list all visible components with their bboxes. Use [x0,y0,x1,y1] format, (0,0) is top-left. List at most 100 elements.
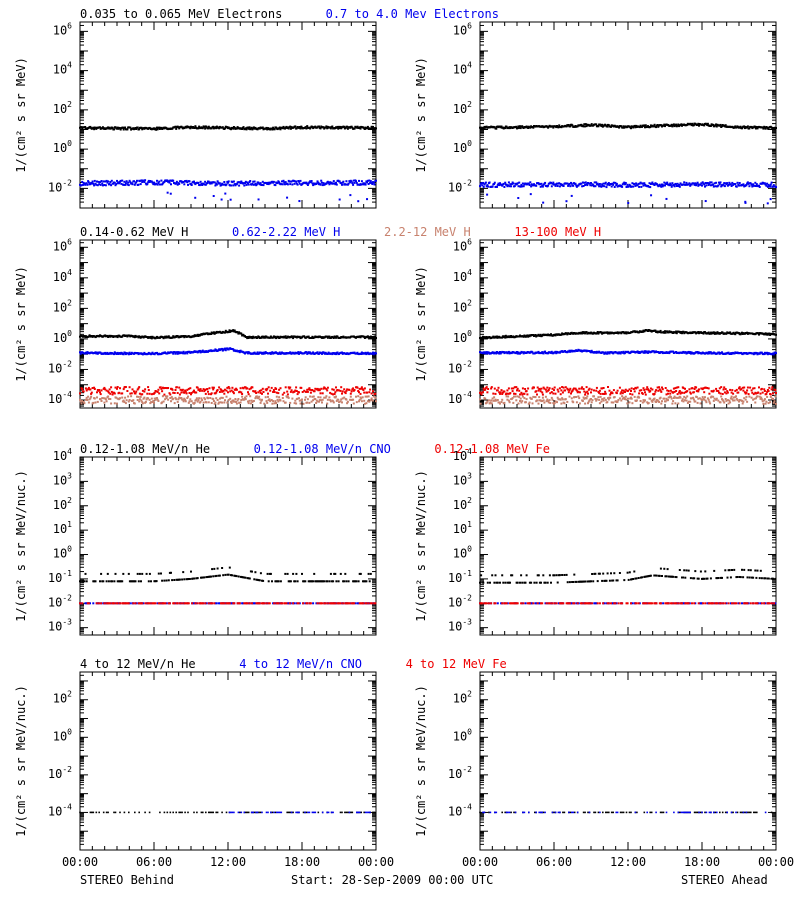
data-point [220,198,223,201]
data-point [139,183,142,186]
data-point [338,401,340,404]
data-point [690,351,693,354]
data-point [560,402,563,405]
data-point [140,399,143,402]
data-point [286,196,289,199]
data-point [215,182,218,185]
data-point [158,128,161,130]
data-point [547,401,550,404]
data-point [227,398,230,401]
data-point [517,125,520,128]
data-point [124,386,127,388]
data-point [349,398,352,401]
data-point [284,181,287,184]
data-point [98,183,101,186]
data-point [335,181,337,184]
data-point [668,184,671,187]
data-point [305,351,308,354]
data-point [751,185,754,188]
data-point [216,180,219,183]
data-point [500,401,503,403]
data-point [151,351,154,354]
data-point [101,397,104,400]
data-point [144,400,147,403]
data-point [616,331,619,334]
data-point [341,397,344,400]
data-point [210,392,213,395]
data-point [734,333,737,336]
data-point [487,399,490,402]
data-point [298,391,300,394]
data-point [328,335,331,338]
data-point [668,352,671,355]
data-point [709,351,712,354]
legend-entry-2-3: 2.2-12 MeV H [384,225,471,239]
data-point [710,181,713,184]
data-point [367,183,370,185]
data-point [752,183,755,186]
data-point [519,125,521,128]
data-point [103,184,106,186]
data-point [366,400,369,403]
data-point [366,395,369,398]
data-point [188,392,191,394]
data-point [152,183,155,186]
data-point [727,184,730,186]
data-point [707,331,710,334]
data-point [357,390,360,392]
series-black-behind [79,125,377,131]
data-point [349,181,352,184]
data-point [561,398,564,401]
data-point [256,336,259,339]
data-point [244,396,246,399]
data-point [266,128,269,131]
y-tick-label: 104 [453,268,472,284]
data-point [249,395,252,398]
data-point [251,386,254,389]
data-point [590,124,592,127]
data-point [104,398,107,401]
data-point [90,182,93,185]
y-tick-label: 10-2 [448,178,472,194]
data-point [234,398,237,400]
data-point [299,402,302,405]
data-point [255,352,258,355]
data-point [549,402,552,404]
data-point [233,183,236,186]
data-point [79,400,82,403]
data-point [503,186,506,188]
data-point [632,185,635,188]
data-point [717,184,720,187]
data-point [142,397,145,400]
data-point [83,402,86,405]
data-point [265,389,268,392]
data-point [372,351,374,354]
data-point [330,392,333,395]
data-point [118,391,121,394]
data-point [507,395,510,398]
data-point [692,182,695,185]
data-point [153,391,156,394]
data-point [528,184,531,186]
data-point [675,123,678,126]
data-point [120,182,123,185]
data-point [311,395,314,398]
data-point [273,402,276,405]
data-point [558,351,561,354]
data-point [205,125,208,128]
data-point [122,353,125,356]
data-point [136,126,139,129]
data-point [361,396,364,399]
data-point [202,388,205,391]
data-point [101,182,104,185]
data-point [723,182,726,185]
data-point [505,183,508,186]
data-point [721,125,723,128]
data-point [150,401,152,404]
data-point [339,400,342,403]
data-point [738,182,741,184]
data-point [113,181,116,184]
data-point [206,182,209,184]
data-point [123,401,126,403]
data-point [164,336,167,339]
